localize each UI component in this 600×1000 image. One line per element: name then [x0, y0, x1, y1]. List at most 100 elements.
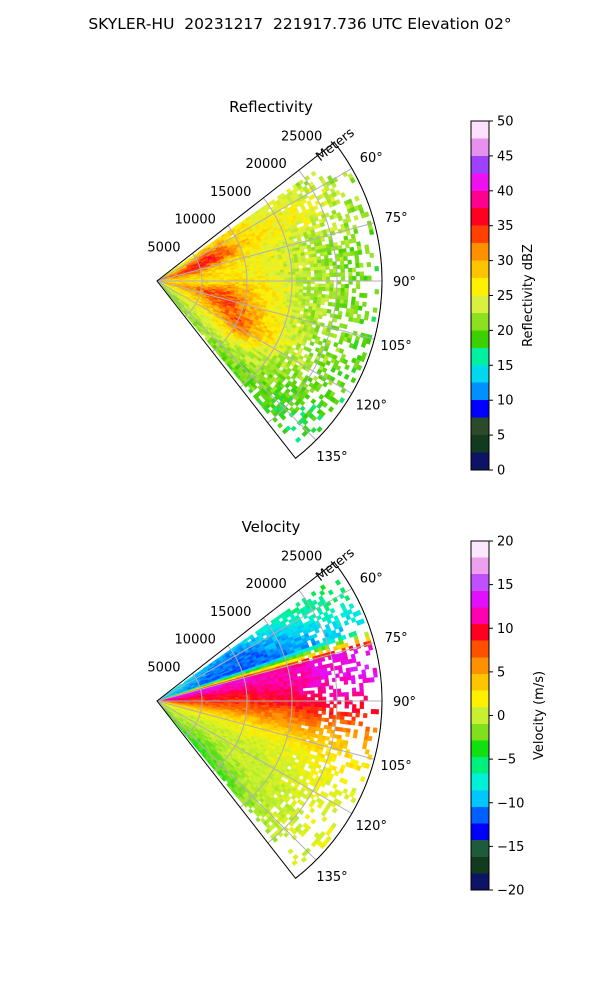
data-cell [327, 301, 333, 307]
colorbar-tick-label: 10 [497, 394, 514, 409]
data-cell [324, 682, 330, 687]
data-cell [276, 695, 281, 699]
data-cell [312, 375, 319, 382]
data-cell [314, 270, 319, 275]
data-cell [368, 229, 375, 236]
data-cell [310, 267, 315, 272]
data-cell [310, 693, 315, 698]
data-cell [280, 283, 285, 287]
data-cell [351, 679, 356, 685]
data-cell [268, 693, 274, 697]
data-cell [272, 285, 278, 289]
data-cell [295, 268, 300, 273]
data-cell [309, 293, 315, 298]
data-cell [235, 698, 240, 701]
data-cell [342, 303, 348, 309]
data-cell [353, 228, 359, 235]
colorbar-tick-label: 30 [497, 254, 514, 269]
range-tick-label: 25000 [281, 130, 322, 145]
data-cell [348, 275, 353, 281]
data-cell [359, 262, 364, 268]
data-cell [351, 288, 357, 294]
data-cell [339, 303, 344, 309]
data-cell [306, 273, 312, 278]
data-cell [280, 692, 285, 696]
data-cell [354, 254, 360, 260]
data-cell [319, 222, 325, 228]
data-cell [374, 289, 380, 295]
data-cell [321, 283, 327, 288]
data-cell [348, 267, 353, 273]
data-cell [360, 341, 367, 348]
colorbar-tick-label: 0 [497, 464, 505, 479]
data-cell [354, 300, 360, 306]
data-cell [283, 692, 289, 696]
data-cell [354, 258, 360, 264]
data-cell [272, 277, 278, 281]
data-cell [350, 616, 357, 624]
data-cell [317, 686, 323, 691]
data-cell [351, 267, 357, 273]
data-cell [317, 269, 323, 274]
data-cell [238, 698, 244, 701]
data-cell [372, 307, 378, 313]
data-cell [352, 275, 357, 281]
data-cell [317, 297, 322, 302]
data-cell [313, 266, 319, 271]
data-cell [280, 697, 285, 701]
colorbar-tick-label: 25 [497, 289, 514, 304]
data-cell [276, 282, 281, 286]
colorbar-tick-label: 45 [497, 149, 514, 164]
data-cell [306, 270, 311, 275]
data-cell [329, 692, 334, 698]
data-cell [358, 674, 363, 680]
data-cell [339, 299, 345, 305]
data-cell [216, 697, 221, 700]
data-cell [340, 283, 346, 289]
data-cell [340, 268, 345, 273]
data-cell [340, 192, 346, 199]
data-cell [340, 287, 346, 293]
data-cell [364, 664, 370, 670]
range-tick-label: 5000 [147, 240, 180, 255]
data-cell [316, 679, 322, 684]
data-cell [283, 686, 288, 691]
data-cell [309, 683, 315, 688]
data-cell [298, 687, 304, 692]
data-cell [317, 262, 322, 268]
data-cell [345, 230, 352, 236]
data-cell [328, 261, 334, 267]
data-cell [317, 314, 323, 320]
data-cell [359, 275, 364, 281]
data-cell [298, 261, 303, 266]
data-cell [279, 689, 285, 694]
data-cell [299, 694, 304, 698]
data-cell [336, 295, 341, 300]
data-cell [280, 694, 285, 699]
data-cell [340, 692, 346, 697]
data-cell [325, 287, 330, 292]
data-cell [336, 291, 342, 297]
data-cell [310, 590, 317, 597]
data-cell [329, 607, 336, 614]
angle-tick-label: 105° [380, 339, 411, 354]
data-cell [242, 698, 247, 701]
data-cell [283, 266, 288, 271]
data-cell [318, 283, 323, 288]
data-cell [298, 691, 304, 695]
data-cell [363, 695, 368, 701]
data-cell [319, 251, 325, 257]
data-cell [351, 296, 356, 302]
data-cell [313, 290, 319, 295]
data-cell [339, 676, 345, 682]
data-cell [277, 422, 284, 429]
data-cell [309, 263, 315, 268]
data-cell [257, 698, 263, 701]
colorbar [470, 120, 490, 471]
data-cell [357, 305, 363, 311]
data-cell [321, 273, 327, 278]
data-cell [284, 694, 289, 699]
data-cell [321, 287, 327, 292]
data-cell [268, 282, 274, 286]
data-cell [359, 687, 364, 693]
